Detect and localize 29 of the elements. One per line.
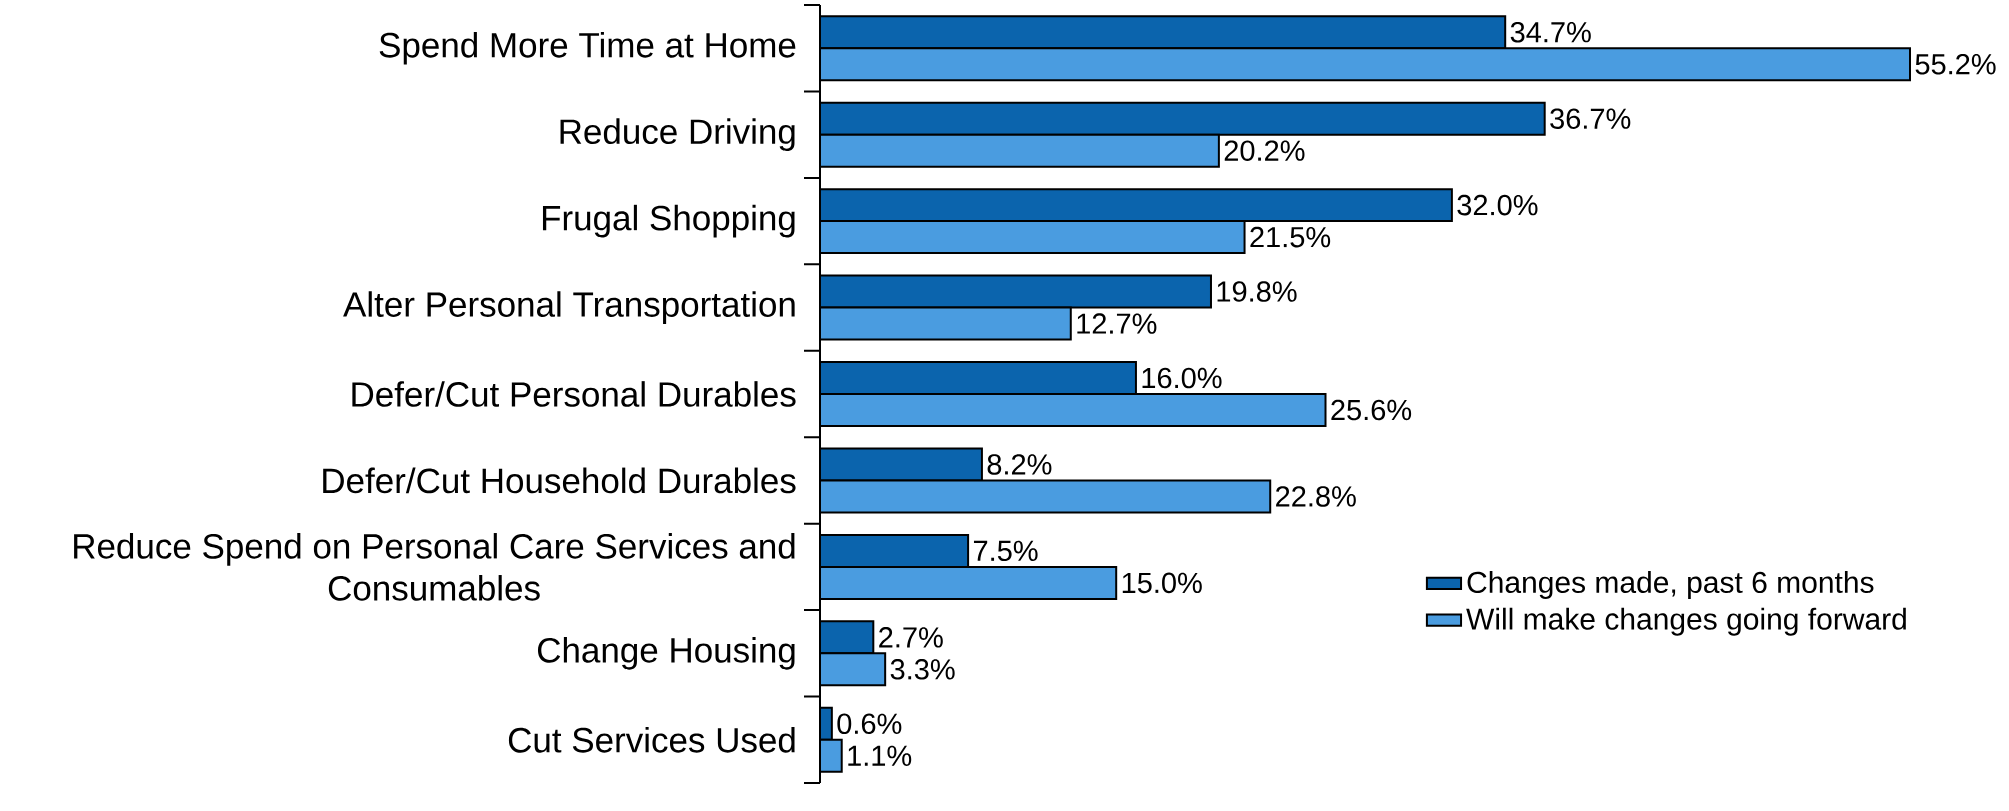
y-tick-label: Frugal Shopping <box>542 204 795 238</box>
data-label: 19.8% <box>1217 281 1297 302</box>
data-label: 1.1% <box>848 745 912 766</box>
y-tick-label: Change Housing <box>537 637 795 670</box>
data-label: 25.6% <box>1331 399 1412 421</box>
y-tick-label: Defer/Cut Household Durables <box>323 467 796 494</box>
data-label: 22.8% <box>1276 486 1356 507</box>
y-tick-label: Reduce Driving <box>560 118 795 152</box>
data-label: 34.7% <box>1510 21 1591 43</box>
data-label: 0.6% <box>837 713 902 735</box>
data-label: 16.0% <box>1142 367 1222 389</box>
data-label: 55.2% <box>1915 53 1996 75</box>
legend-label: Changes made, past 6 months <box>1467 571 1874 599</box>
data-label: 21.5% <box>1250 226 1331 248</box>
y-tick-label: Alter Personal Transportation <box>343 291 795 324</box>
data-label: 12.7% <box>1077 313 1157 334</box>
data-label: 20.2% <box>1224 140 1305 161</box>
y-tick-label: Defer/Cut Personal Durables <box>352 381 796 407</box>
y-tick-label: Reduce Spend on Personal Care Services and Consumables <box>74 533 795 601</box>
y-tick-label: Spend More Time at Home <box>379 31 796 65</box>
data-label: 7.5% <box>973 540 1038 562</box>
data-label: 2.7% <box>879 627 943 648</box>
data-label: 32.0% <box>1457 194 1538 216</box>
data-label: 8.2% <box>987 454 1052 475</box>
data-label: 3.3% <box>890 659 955 680</box>
data-label: 36.7% <box>1550 108 1631 129</box>
legend-label: Will make changes going forward <box>1466 607 1906 636</box>
data-label: 15.0% <box>1122 572 1202 594</box>
y-tick-label: Cut Services Used <box>508 726 795 753</box>
